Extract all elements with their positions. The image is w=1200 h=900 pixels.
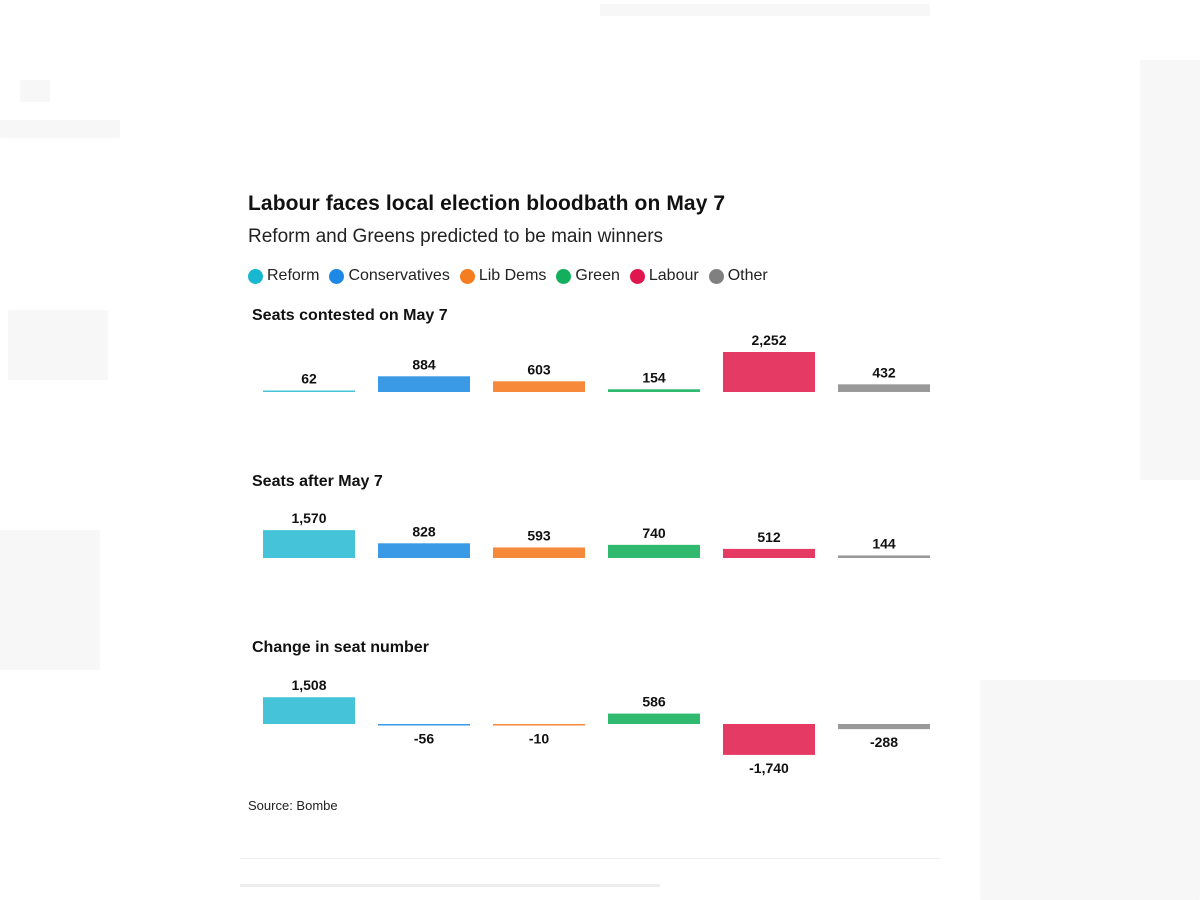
background-line (240, 884, 660, 887)
legend-label-other: Other (727, 267, 768, 284)
data-label-reform: 1,570 (291, 510, 326, 526)
bar-other (838, 555, 930, 558)
legend-dot-labour (629, 268, 645, 284)
chart-title: Labour faces local election bloodbath on… (248, 192, 726, 215)
legend-label-conservatives: Conservatives (348, 267, 450, 284)
data-label-other: 144 (872, 535, 896, 551)
bar-conservatives (378, 724, 470, 726)
legend-dot-reform (248, 268, 263, 284)
bar-green (608, 389, 700, 392)
legend-item-labour: Labour (629, 267, 699, 285)
bar-labour (723, 548, 815, 558)
data-label-other: 432 (872, 364, 896, 380)
source-note: Source: Bombe (248, 798, 338, 813)
legend: Reform Conservatives Lib Dems Green Labo… (248, 265, 770, 287)
data-label-labour: 2,252 (751, 332, 786, 348)
data-label-green: 586 (642, 694, 666, 710)
panel-title-seats-after: Seats after May 7 (252, 473, 383, 490)
legend-label-green: Green (575, 267, 620, 284)
background-ghost (0, 120, 120, 138)
data-label-green: 740 (642, 525, 666, 541)
bar-lib-dems (493, 724, 585, 726)
bar-reform (263, 697, 355, 724)
bar-lib-dems (493, 547, 585, 558)
background-ghost (8, 310, 108, 380)
bar-green (608, 544, 700, 558)
data-label-conservatives: 884 (412, 356, 436, 372)
data-label-reform: 1,508 (291, 677, 326, 693)
chart-subtitle: Reform and Greens predicted to be main w… (248, 226, 664, 247)
data-label-conservatives: 828 (412, 523, 436, 539)
data-label-green: 154 (642, 369, 666, 385)
legend-label-reform: Reform (267, 267, 320, 284)
data-label-labour: 512 (757, 529, 781, 545)
chart-card: Labour faces local election bloodbath on… (232, 168, 972, 858)
background-ghost (1140, 60, 1200, 480)
bar-conservatives (378, 376, 470, 392)
background-ghost (980, 680, 1200, 900)
bar-lib-dems (493, 381, 585, 392)
bar-labour (723, 352, 815, 392)
bar-reform (263, 530, 355, 558)
data-label-lib-dems: 603 (527, 361, 551, 377)
legend-item-reform: Reform (248, 267, 319, 285)
legend-label-labour: Labour (648, 267, 699, 284)
data-label-labour: -1,740 (749, 760, 789, 776)
legend-dot-green (556, 268, 572, 284)
legend-dot-lib-dems (459, 268, 475, 284)
legend-item-lib-dems: Lib Dems (459, 267, 547, 285)
panel-title-change: Change in seat number (252, 639, 429, 656)
panel-chart-seats-after: 1,570 828 593 740 512 144 (263, 510, 930, 558)
legend-item-green: Green (556, 267, 620, 285)
bar-other (838, 384, 930, 392)
bar-conservatives (378, 543, 470, 558)
data-label-other: -288 (870, 734, 898, 750)
bar-other (838, 724, 930, 730)
panel-chart-seats-contested: 62 884 603 154 2,252 432 (263, 332, 930, 392)
background-ghost (600, 4, 930, 16)
background-ghost (20, 80, 50, 102)
data-label-lib-dems: -10 (529, 731, 549, 747)
data-label-conservatives: -56 (414, 731, 434, 747)
legend-item-other: Other (708, 267, 768, 285)
data-label-reform: 62 (301, 371, 317, 387)
data-label-lib-dems: 593 (527, 527, 551, 543)
legend-label-lib-dems: Lib Dems (478, 267, 547, 284)
legend-item-conservatives: Conservatives (329, 267, 450, 285)
panel-title-seats-contested: Seats contested on May 7 (252, 307, 448, 324)
bar-green (608, 713, 700, 724)
bar-labour (723, 724, 815, 755)
legend-dot-conservatives (329, 268, 345, 284)
background-ghost (0, 530, 100, 670)
bar-reform (263, 390, 355, 392)
panel-chart-change: 1,508 -56 -10 586 -1,740 -288 (263, 677, 930, 776)
legend-dot-other (708, 268, 724, 284)
